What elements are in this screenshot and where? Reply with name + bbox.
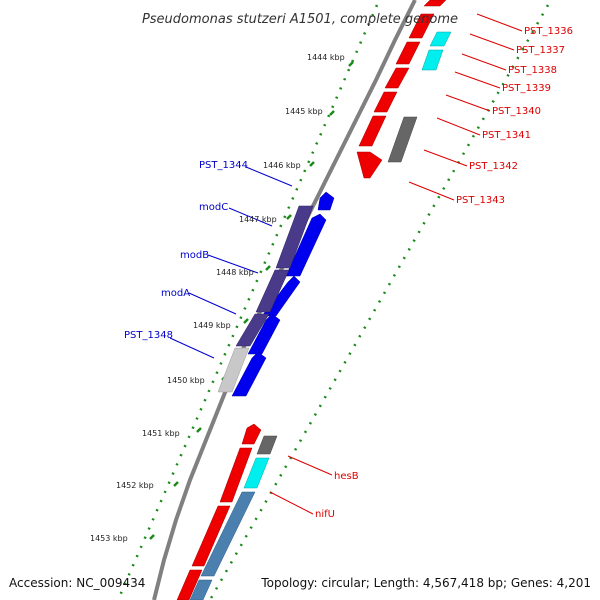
gene-red-lower-3[interactable] [176, 569, 203, 600]
gene-nifu-cyan[interactable] [243, 457, 270, 489]
left-leaders [169, 166, 293, 359]
block-navy-1[interactable] [275, 205, 314, 269]
gene-pst-1339[interactable] [384, 67, 410, 89]
gene-red-lower-2[interactable] [191, 505, 231, 567]
gene-label-pst-1338[interactable]: PST_1338 [508, 65, 557, 76]
accession-text: Accession: NC_009434 [9, 576, 145, 590]
lower-genes [176, 423, 278, 600]
gene-hesb-gray[interactable] [256, 435, 278, 455]
right-gene-labels: PST_1336 PST_1337 PST_1338 PST_1339 PST_… [456, 26, 573, 206]
tick-label: 1450 kbp [167, 376, 205, 385]
tick-label: 1452 kbp [116, 481, 154, 490]
mod-operon-blue [231, 191, 335, 397]
gene-label-hesb[interactable]: hesB [334, 471, 359, 482]
gene-pst-1344[interactable] [317, 191, 335, 211]
upper-red-genes [356, 0, 447, 179]
left-gene-labels: PST_1344 modC modB modA PST_1348 [124, 160, 248, 341]
gene-pst-1348[interactable] [231, 351, 267, 397]
tick-label: 1451 kbp [142, 429, 180, 438]
gene-gray-pst-1342[interactable] [387, 116, 418, 163]
tick-label: 1445 kbp [285, 107, 323, 116]
gene-label-modb[interactable]: modB [180, 250, 209, 261]
gene-cyan-upper-2[interactable] [421, 49, 444, 71]
gene-steel-lower[interactable] [200, 491, 256, 577]
gene-label-nifu[interactable]: nifU [315, 509, 335, 520]
lower-gene-labels: hesB nifU [315, 471, 359, 520]
gene-pst-1341[interactable] [358, 115, 387, 147]
tick-label: 1444 kbp [307, 53, 345, 62]
right-leaders [269, 13, 523, 515]
tick-dashes [149, 61, 354, 540]
block-navy-2[interactable] [255, 269, 290, 313]
tick-label: 1448 kbp [216, 268, 254, 277]
map-title: Pseudomonas stutzeri A1501, complete gen… [142, 12, 458, 27]
gene-label-pst-1343[interactable]: PST_1343 [456, 195, 505, 206]
gene-steel-lower-2[interactable] [189, 579, 213, 600]
gene-red-lower-1[interactable] [219, 447, 253, 503]
gene-label-pst-1339[interactable]: PST_1339 [502, 83, 551, 94]
gene-pst-1340[interactable] [373, 91, 398, 113]
gene-label-modc[interactable]: modC [199, 202, 228, 213]
gene-cyan-upper-1[interactable] [429, 31, 452, 47]
block-light-gray[interactable] [217, 347, 250, 393]
gene-label-pst-1342[interactable]: PST_1342 [469, 161, 518, 172]
gene-label-moda[interactable]: modA [161, 288, 190, 299]
gene-pst-1338[interactable] [395, 41, 421, 65]
gene-label-pst-1341[interactable]: PST_1341 [482, 130, 531, 141]
tick-label: 1446 kbp [263, 161, 301, 170]
gene-pst-1343[interactable] [356, 151, 383, 179]
topology-text: Topology: circular; Length: 4,567,418 bp… [260, 576, 591, 590]
gene-label-pst-1344[interactable]: PST_1344 [199, 160, 248, 171]
guide-line-right [208, 4, 550, 600]
block-navy-3[interactable] [235, 313, 270, 347]
guide-line-left [116, 4, 379, 600]
mod-operon-navy [217, 205, 314, 393]
gene-label-pst-1348[interactable]: PST_1348 [124, 330, 173, 341]
gene-pst-1336[interactable] [423, 0, 447, 7]
gene-label-pst-1337[interactable]: PST_1337 [516, 45, 565, 56]
gene-moda[interactable] [247, 313, 281, 355]
tick-label: 1447 kbp [239, 215, 277, 224]
gene-pst-1337[interactable] [408, 13, 435, 39]
tick-label: 1453 kbp [90, 534, 128, 543]
gene-label-pst-1336[interactable]: PST_1336 [524, 26, 573, 37]
tick-label: 1449 kbp [193, 321, 231, 330]
gene-label-pst-1340[interactable]: PST_1340 [492, 106, 541, 117]
tick-labels: 1444 kbp 1445 kbp 1446 kbp 1447 kbp 1448… [90, 53, 345, 543]
gene-hesb-red[interactable] [241, 423, 262, 445]
